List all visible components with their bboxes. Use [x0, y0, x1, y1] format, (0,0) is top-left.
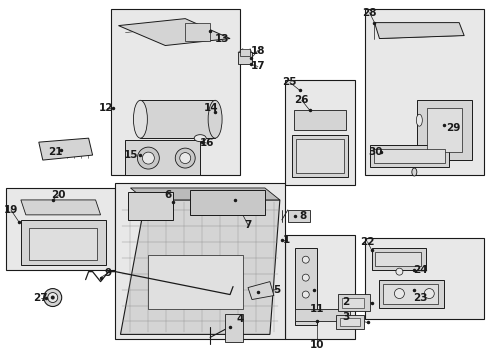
Ellipse shape [302, 256, 308, 263]
Bar [379, 280, 443, 307]
Text: 12: 12 [99, 103, 114, 113]
Bar [416, 100, 471, 160]
Bar [140, 100, 215, 138]
Bar [293, 110, 345, 130]
Bar [128, 192, 173, 220]
Bar [240, 49, 249, 57]
Text: 2: 2 [341, 297, 348, 306]
Bar [148, 255, 243, 310]
Polygon shape [120, 200, 279, 334]
Bar [369, 145, 448, 167]
Text: 14: 14 [203, 103, 218, 113]
Bar [110, 9, 240, 175]
Ellipse shape [411, 168, 416, 176]
Text: 25: 25 [282, 77, 297, 87]
Text: 6: 6 [164, 190, 172, 200]
Ellipse shape [133, 100, 147, 138]
Text: 21: 21 [48, 147, 63, 157]
Bar [224, 315, 243, 342]
Ellipse shape [44, 289, 61, 306]
Polygon shape [130, 188, 279, 200]
Ellipse shape [51, 296, 55, 300]
Bar [294, 310, 349, 321]
Text: 16: 16 [200, 138, 214, 148]
Bar [364, 238, 483, 319]
Text: 7: 7 [244, 220, 251, 230]
Text: 15: 15 [124, 150, 139, 160]
Text: 11: 11 [309, 305, 324, 315]
Ellipse shape [48, 293, 58, 302]
Bar [427, 108, 461, 152]
Bar [125, 140, 200, 175]
Text: 28: 28 [362, 8, 376, 18]
Ellipse shape [208, 100, 222, 138]
Bar [364, 9, 483, 175]
Ellipse shape [142, 152, 154, 164]
Bar [29, 228, 96, 260]
Text: 22: 22 [360, 237, 374, 247]
Text: 27: 27 [33, 293, 48, 302]
Ellipse shape [137, 147, 159, 169]
Polygon shape [374, 23, 463, 39]
Text: 17: 17 [250, 62, 264, 71]
Ellipse shape [302, 274, 308, 281]
Bar [337, 293, 369, 311]
Polygon shape [21, 200, 101, 215]
Text: 8: 8 [299, 211, 306, 221]
Ellipse shape [180, 153, 190, 163]
Bar [371, 248, 426, 270]
Bar [339, 319, 359, 327]
Text: 26: 26 [294, 95, 308, 105]
Bar [238, 53, 251, 64]
Bar [373, 149, 444, 163]
Bar [115, 183, 285, 339]
Text: 3: 3 [341, 312, 348, 323]
Bar [341, 298, 363, 307]
Bar [375, 252, 421, 266]
Ellipse shape [194, 135, 206, 141]
Text: 18: 18 [250, 45, 264, 55]
Text: 4: 4 [236, 314, 243, 324]
Text: 23: 23 [412, 293, 427, 302]
Text: 19: 19 [4, 205, 18, 215]
Ellipse shape [424, 289, 433, 298]
Bar [185, 23, 210, 41]
Bar [383, 284, 437, 303]
Text: 13: 13 [214, 33, 229, 44]
Bar [285, 235, 354, 339]
Text: 1: 1 [283, 235, 290, 245]
Bar [21, 220, 105, 265]
Ellipse shape [175, 148, 195, 168]
Ellipse shape [302, 291, 308, 298]
Text: 5: 5 [273, 284, 280, 294]
Text: 30: 30 [367, 147, 382, 157]
Bar [287, 210, 309, 222]
Text: 10: 10 [309, 340, 324, 350]
Text: 20: 20 [51, 190, 66, 200]
Bar [295, 139, 343, 173]
Text: 9: 9 [105, 267, 112, 278]
Ellipse shape [394, 289, 404, 298]
Bar [291, 135, 347, 177]
Bar [294, 248, 316, 325]
Text: 24: 24 [412, 265, 427, 275]
Bar [190, 190, 264, 215]
Text: 29: 29 [445, 123, 459, 133]
Bar [285, 80, 354, 185]
Polygon shape [118, 19, 229, 45]
Polygon shape [39, 138, 92, 160]
Bar [6, 188, 115, 270]
Polygon shape [247, 282, 273, 300]
Ellipse shape [415, 114, 422, 126]
Bar [335, 315, 363, 329]
Ellipse shape [395, 268, 402, 275]
